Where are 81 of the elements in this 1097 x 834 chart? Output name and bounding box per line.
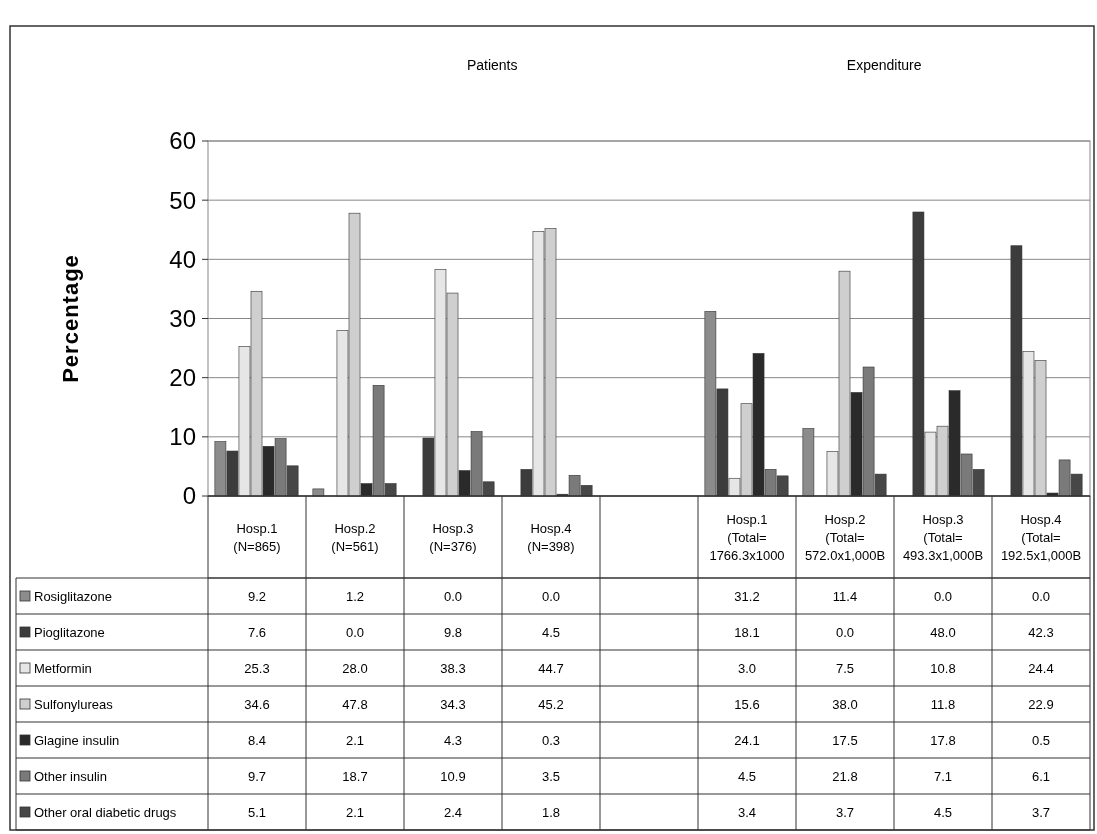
data-label: 3.4 (737, 804, 757, 820)
y-tick-label: 20 (169, 364, 196, 392)
text: Patients (466, 57, 518, 73)
data-label: 48.0 (930, 624, 956, 640)
data-label: 42.3 (1028, 624, 1054, 640)
legend-label: Glagine insulin (34, 732, 120, 748)
data-label: 25.3 (244, 660, 270, 676)
x-tick-label: Hosp.2 (N=561) (331, 520, 379, 554)
data-label: 11.4 (832, 588, 858, 604)
data-label: 38.0 (832, 696, 858, 712)
legend-label: Other insulin (34, 768, 107, 784)
data-label: 4.5 (541, 624, 561, 640)
data-label: 28.0 (342, 660, 368, 676)
data-label: 44.7 (538, 660, 564, 676)
data-label: 21.8 (832, 768, 858, 784)
data-label: 7.6 (247, 624, 267, 640)
data-label: 2.1 (345, 732, 365, 748)
data-label: 11.8 (930, 696, 956, 712)
data-label: 2.4 (443, 804, 463, 820)
data-label: 4.3 (443, 732, 463, 748)
data-label: 38.3 (440, 660, 466, 676)
data-label: 3.7 (835, 804, 855, 820)
data-label: 17.8 (930, 732, 956, 748)
data-label: 7.5 (835, 660, 855, 676)
legend-label: Metformin (34, 660, 92, 676)
legend-label: Other oral diabetic drugs (34, 804, 177, 820)
data-label: 3.5 (541, 768, 561, 784)
data-label: 45.2 (538, 696, 564, 712)
data-label: 2.1 (345, 804, 365, 820)
data-label: 9.8 (443, 624, 463, 640)
data-label: 9.7 (247, 768, 267, 784)
data-label: 24.4 (1028, 660, 1054, 676)
legend-label: Pioglitazone (34, 624, 105, 640)
data-label: 5.1 (247, 804, 267, 820)
data-label: 47.8 (342, 696, 368, 712)
x-tick-label: Hosp.4 (N=398) (527, 520, 575, 554)
data-label: 34.3 (440, 696, 466, 712)
data-label: 0.0 (933, 588, 953, 604)
legend-label: Rosiglitazone (34, 588, 113, 604)
data-label: 6.1 (1031, 768, 1051, 784)
data-label: 0.0 (345, 624, 365, 640)
data-label: 22.9 (1028, 696, 1054, 712)
data-label: 18.7 (342, 768, 368, 784)
data-label: 17.5 (832, 732, 858, 748)
data-label: 0.0 (541, 588, 561, 604)
data-label: 10.9 (440, 768, 466, 784)
x-tick-label: Hosp.1 (Total= 1766.3x1000 (709, 511, 785, 563)
y-tick-label: 10 (169, 423, 196, 451)
data-label: 18.1 (734, 624, 760, 640)
data-label: 0.0 (1031, 588, 1051, 604)
data-label: 8.4 (247, 732, 267, 748)
x-tick-label: Hosp.4 (Total= 192.5x1,000B (1000, 511, 1082, 563)
data-label: 3.7 (1031, 804, 1051, 820)
data-label: 4.5 (737, 768, 757, 784)
data-label: 34.6 (244, 696, 270, 712)
data-label: 15.6 (734, 696, 760, 712)
data-label: 31.2 (734, 588, 760, 604)
data-label: 0.0 (443, 588, 463, 604)
x-tick-label: Hosp.3 (Total= 493.3x1,000B (902, 511, 984, 563)
data-label: 1.2 (345, 588, 365, 604)
data-label: 10.8 (930, 660, 956, 676)
y-tick-label: 50 (169, 186, 196, 214)
y-axis-title: Percentage (58, 254, 83, 383)
data-label: 7.1 (933, 768, 953, 784)
y-tick-label: 40 (169, 245, 196, 273)
y-tick-label: 60 (169, 127, 196, 155)
data-label: 0.5 (1031, 732, 1051, 748)
x-tick-label: Hosp.1 (N=865) (233, 520, 281, 554)
data-label: 4.5 (933, 804, 953, 820)
data-label: 0.0 (835, 624, 855, 640)
data-label: 1.8 (541, 804, 561, 820)
legend-label: Sulfonylureas (34, 696, 114, 712)
x-tick-label: Hosp.2 (Total= 572.0x1,000B (804, 511, 886, 563)
data-label: 3.0 (737, 660, 757, 676)
y-tick-label: 0 (182, 482, 196, 510)
text: Expenditure (846, 57, 922, 73)
data-label: 24.1 (734, 732, 760, 748)
y-tick-label: 30 (169, 304, 196, 332)
x-tick-label: Hosp.3 (N=376) (429, 520, 477, 554)
data-label: 9.2 (247, 588, 267, 604)
data-label: 0.3 (541, 732, 561, 748)
